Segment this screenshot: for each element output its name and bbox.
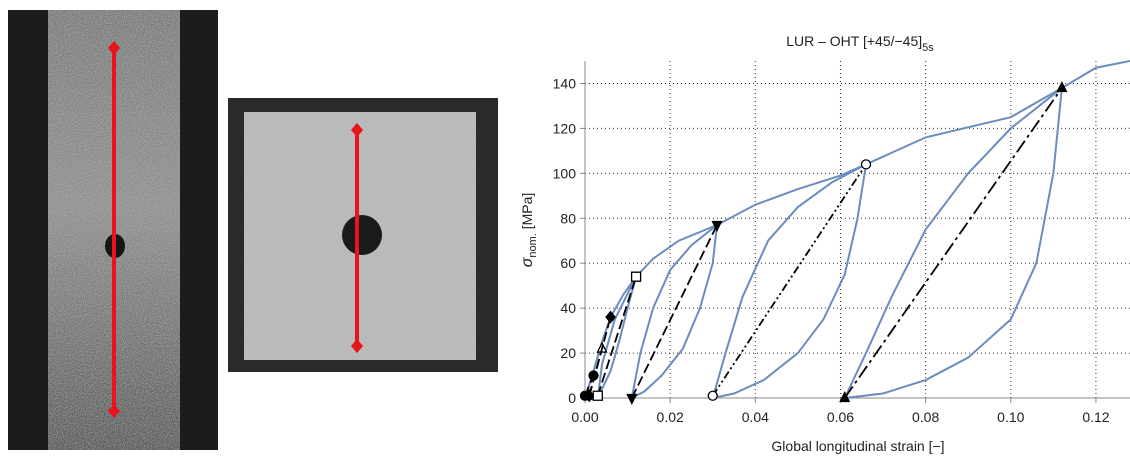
- secant-line: [631, 224, 718, 399]
- marker: [839, 391, 851, 403]
- secant-line: [596, 276, 637, 397]
- y-tick-label: 80: [560, 210, 576, 226]
- x-tick-label: 0.02: [657, 409, 684, 425]
- y-tick-label: 60: [560, 255, 576, 271]
- marker: [626, 393, 638, 405]
- marker: [860, 159, 872, 170]
- y-label-unit: [MPa]: [519, 193, 535, 233]
- stress-strain-curve: [630, 224, 718, 400]
- stress-strain-curve: [843, 87, 1063, 400]
- marker: [605, 310, 616, 324]
- secant-line: [843, 87, 1063, 399]
- y-tick-label: 120: [553, 120, 577, 136]
- y-axis-label: σnom. [MPa]: [519, 193, 539, 268]
- x-tick-label: 0.00: [571, 409, 598, 425]
- title-text: LUR – OHT [+45/−45]: [786, 33, 922, 49]
- y-tick-label: 100: [553, 165, 577, 181]
- stress-strain-curve: [584, 60, 1130, 399]
- stress-strain-curve: [596, 276, 638, 399]
- y-tick-label: 140: [553, 75, 577, 91]
- stress-strain-curve: [711, 163, 868, 400]
- chart-title: LUR – OHT [+45/−45]5s: [786, 33, 934, 54]
- marker: [630, 271, 642, 282]
- secant-line: [711, 163, 867, 397]
- marker: [707, 390, 718, 401]
- specimen-photo-long: [8, 10, 218, 450]
- x-tick-label: 0.10: [997, 409, 1024, 425]
- specimen-photo-square: [228, 98, 498, 372]
- y-tick-label: 20: [560, 345, 576, 361]
- marker: [711, 220, 723, 232]
- y-label-subscript: nom.: [527, 233, 539, 257]
- x-tick-label: 0.08: [912, 409, 939, 425]
- y-tick-label: 40: [560, 300, 576, 316]
- marker: [583, 389, 595, 403]
- title-subscript: 5s: [922, 42, 934, 54]
- y-label-symbol: σ: [519, 256, 536, 267]
- marker: [592, 390, 603, 401]
- marker: [1056, 81, 1068, 93]
- x-tick-label: 0.04: [742, 409, 769, 425]
- y-tick-label: 0: [568, 390, 576, 406]
- x-tick-label: 0.06: [827, 409, 854, 425]
- x-axis-label: Global longitudinal strain [−]: [771, 438, 944, 454]
- x-tick-label: 0.12: [1082, 409, 1109, 425]
